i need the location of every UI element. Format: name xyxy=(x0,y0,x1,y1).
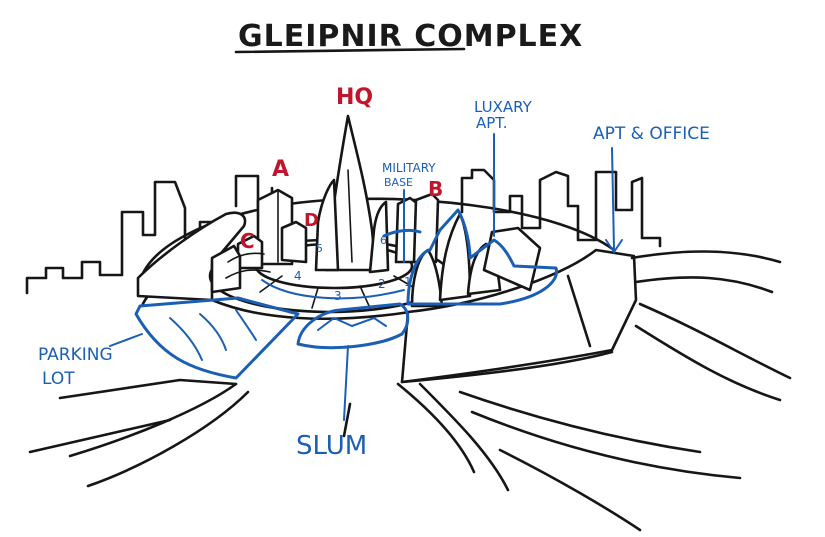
tier-line-1 xyxy=(227,252,265,263)
road-left-2 xyxy=(86,390,250,488)
parking-lot-stripe-2 xyxy=(199,313,227,351)
district-c-label: C xyxy=(240,229,255,253)
title-block: GLEIPNIR COMPLEX xyxy=(234,19,583,54)
military-base-label-2: BASE xyxy=(384,176,413,189)
road-lower-3 xyxy=(458,390,702,454)
parking-lot-label-2: LOT xyxy=(42,369,75,389)
road-lower-2 xyxy=(418,382,510,492)
road-lower-5 xyxy=(498,448,642,532)
military-base-label-1: MILITARY xyxy=(382,161,436,175)
right-wing-upper xyxy=(630,250,782,264)
right-deck-edge xyxy=(400,350,614,384)
roads xyxy=(28,378,742,532)
sector-divider-4 xyxy=(259,275,283,293)
sector-ring-highlight xyxy=(261,279,405,300)
hq-spire xyxy=(324,114,378,272)
sector-5-label: 5 xyxy=(316,242,323,255)
annotation-labels: MILITARY BASE LUXARY APT. APT & OFFICE P… xyxy=(38,98,710,461)
parking-lot-outline xyxy=(134,296,300,380)
right-deck xyxy=(400,248,638,384)
sector-4-label: 4 xyxy=(294,269,302,283)
hq-label: HQ xyxy=(336,85,373,110)
sector-6-label: 6 xyxy=(380,234,387,247)
luxary-apt-label-2: APT. xyxy=(476,114,507,132)
hq-spire-line xyxy=(347,169,353,263)
right-deck-seam xyxy=(566,274,592,348)
slum-pointer xyxy=(343,345,349,421)
hq-side-left xyxy=(314,178,340,272)
luxary-apt-label-1: LUXARY xyxy=(474,98,533,116)
parking-lot-pointer xyxy=(109,333,143,347)
page-title: GLEIPNIR COMPLEX xyxy=(238,19,583,54)
annotation-zones xyxy=(109,133,623,421)
hq-side-right xyxy=(368,200,390,274)
right-wing-lower xyxy=(638,302,792,380)
district-b-label: B xyxy=(428,177,443,201)
district-labels: HQ A B C D xyxy=(240,85,443,253)
slum-inner xyxy=(317,316,387,331)
left-pod-block xyxy=(210,244,242,294)
district-d-label: D xyxy=(304,210,319,231)
left-pod xyxy=(136,211,247,302)
apt-office-arrow xyxy=(605,239,623,254)
tier-line-2 xyxy=(225,269,271,279)
parking-lot-stripe-1 xyxy=(169,317,203,361)
tower-c xyxy=(236,234,264,270)
apt-office-label: APT & OFFICE xyxy=(593,124,710,144)
parking-lot-stripe-3 xyxy=(235,309,257,341)
district-a-label: A xyxy=(272,157,289,182)
slum-label: SLUM xyxy=(296,431,367,461)
road-left-3 xyxy=(58,378,238,400)
skyline-right xyxy=(460,168,662,248)
right-wing-lowest xyxy=(634,324,782,402)
sector-3-label: 3 xyxy=(334,289,342,303)
road-left-1 xyxy=(68,382,238,458)
luxary-apt-outline xyxy=(406,208,558,306)
skyline-left xyxy=(25,180,214,295)
sector-numbers: 1 2 3 4 5 6 xyxy=(294,234,412,303)
military-base-outline xyxy=(382,228,422,238)
tower-d xyxy=(280,220,308,264)
title-underline xyxy=(234,47,466,54)
sector-1-label: 1 xyxy=(404,275,412,289)
parking-lot-label-1: PARKING xyxy=(38,345,113,365)
sector-2-label: 2 xyxy=(378,277,386,291)
road-left-4 xyxy=(28,418,172,454)
right-wing-mid xyxy=(634,276,774,294)
road-far-left xyxy=(342,402,352,438)
road-lower-1 xyxy=(396,382,476,474)
road-lower-4 xyxy=(470,410,742,480)
slum-outline xyxy=(296,302,410,350)
apt-office-pointer xyxy=(611,147,615,251)
